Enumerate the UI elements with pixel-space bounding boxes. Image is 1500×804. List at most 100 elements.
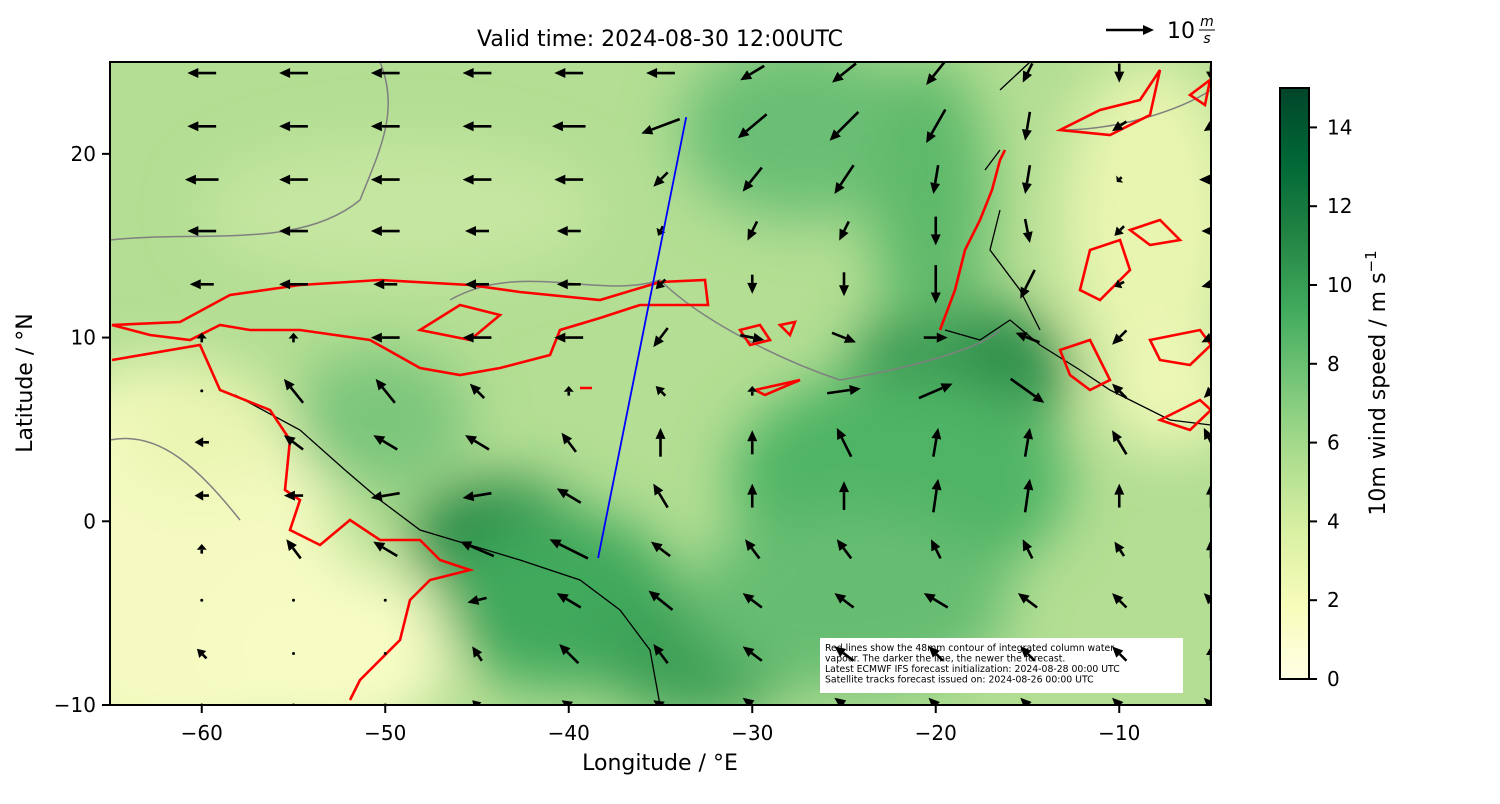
wind-arrow bbox=[923, 332, 948, 343]
arrow-shaft bbox=[1118, 653, 1128, 662]
wind-arrow bbox=[641, 117, 681, 135]
colorbar-tick-label: 8 bbox=[1327, 352, 1340, 376]
arrow-head bbox=[829, 129, 841, 141]
arrow-shaft bbox=[750, 547, 761, 560]
wind-arrow bbox=[1114, 279, 1125, 289]
wind-arrow bbox=[1022, 539, 1034, 560]
quiver-key-unit-den: s bbox=[1203, 31, 1210, 47]
colorbar-tick-label: 0 bbox=[1327, 667, 1340, 691]
wind-arrow bbox=[1015, 332, 1040, 344]
wind-arrow bbox=[373, 541, 398, 558]
arrow-shaft bbox=[382, 439, 398, 451]
wind-arrow bbox=[196, 648, 208, 660]
arrow-shaft bbox=[831, 331, 847, 340]
arrow-head bbox=[1201, 279, 1211, 289]
annotation-line: Red lines show the 48mm contour of integ… bbox=[825, 643, 1114, 654]
arrow-shaft bbox=[570, 704, 572, 705]
arrow-shaft bbox=[381, 386, 396, 404]
arrow-shaft bbox=[658, 651, 669, 664]
wind-arrow bbox=[831, 331, 856, 343]
wind-arrow bbox=[559, 643, 580, 665]
wind-arrow bbox=[462, 121, 492, 132]
arrow-head bbox=[752, 332, 765, 343]
arrow-shaft bbox=[739, 333, 754, 340]
arrow-shaft bbox=[651, 117, 681, 131]
wind-arrow bbox=[1112, 329, 1128, 345]
arrow-head bbox=[283, 378, 295, 391]
wind-arrow bbox=[931, 427, 942, 457]
arrow-shaft bbox=[930, 108, 947, 135]
arrow-head bbox=[194, 490, 204, 501]
x-tick-label: −50 bbox=[364, 721, 406, 745]
wind-arrow bbox=[1116, 175, 1124, 183]
wind-arrow bbox=[292, 703, 295, 705]
x-tick-label: −40 bbox=[548, 721, 590, 745]
arrow-shaft bbox=[842, 220, 850, 232]
arrow-head bbox=[930, 182, 941, 194]
wind-arrow bbox=[1112, 430, 1128, 455]
arrow-head bbox=[928, 697, 940, 705]
wind-arrow bbox=[187, 226, 217, 237]
wind-arrow bbox=[279, 68, 308, 79]
wind-arrow bbox=[653, 483, 669, 509]
arrow-shaft bbox=[936, 704, 938, 705]
wind-arrow bbox=[551, 121, 586, 132]
arrow-shaft bbox=[839, 164, 855, 186]
arrow-head bbox=[283, 490, 295, 501]
arrow-head bbox=[189, 279, 201, 290]
arrow-shaft bbox=[658, 547, 671, 558]
arrow-head bbox=[1032, 392, 1045, 403]
wind-arrow bbox=[653, 171, 669, 187]
wind-arrow bbox=[1023, 478, 1034, 513]
arrow-head bbox=[646, 68, 658, 79]
arrow-head bbox=[561, 432, 573, 445]
arrow-head bbox=[742, 697, 755, 705]
wind-arrow bbox=[1201, 332, 1211, 343]
quiver-key-unit-num: m bbox=[1200, 14, 1214, 30]
arrow-head bbox=[653, 643, 664, 656]
wind-arrow bbox=[742, 166, 763, 192]
x-axis-label: Longitude / °E bbox=[582, 751, 738, 776]
colorbar-tick-label: 14 bbox=[1327, 115, 1352, 139]
wind-arrow bbox=[549, 539, 589, 560]
arrow-shaft bbox=[918, 386, 943, 400]
arrow-shaft bbox=[1116, 439, 1128, 455]
arrow-shaft bbox=[750, 598, 763, 609]
wind-arrow bbox=[373, 279, 398, 290]
wind-arrow bbox=[370, 121, 400, 132]
arrow-head bbox=[184, 174, 196, 185]
arrow-head bbox=[561, 700, 573, 705]
wind-arrow bbox=[1203, 386, 1211, 399]
wind-arrow bbox=[187, 68, 217, 79]
coastline-gray bbox=[110, 62, 1211, 521]
wind-arrow bbox=[650, 541, 671, 558]
arrow-head bbox=[472, 700, 482, 705]
annotation-line: vapour. The darker the line, the newer t… bbox=[825, 654, 1065, 665]
wind-arrow bbox=[747, 274, 758, 294]
arrow-head bbox=[1206, 71, 1211, 81]
wind-arrow bbox=[465, 435, 490, 451]
arrow-dot bbox=[200, 703, 204, 705]
arrow-head bbox=[563, 386, 574, 392]
arrow-head bbox=[286, 539, 297, 552]
arrow-shaft bbox=[842, 651, 855, 662]
arrow-head bbox=[462, 174, 474, 185]
wind-arrow bbox=[465, 226, 489, 237]
wind-arrow bbox=[839, 272, 849, 297]
wind-arrow bbox=[1203, 121, 1211, 132]
arrow-shaft bbox=[565, 492, 582, 504]
arrow-head bbox=[931, 478, 942, 491]
arrow-head bbox=[834, 697, 847, 705]
arrow-head bbox=[283, 435, 296, 446]
wind-arrow bbox=[286, 539, 302, 560]
arrow-head bbox=[839, 285, 849, 297]
arrow-shaft bbox=[1025, 335, 1040, 344]
arrow-shaft bbox=[291, 547, 302, 560]
wind-arrow bbox=[187, 121, 217, 132]
arrow-head bbox=[462, 491, 475, 502]
wind-arrow bbox=[747, 386, 758, 396]
wind-arrow bbox=[1206, 483, 1211, 508]
arrow-head bbox=[288, 332, 299, 339]
arrow-head bbox=[373, 435, 386, 446]
arrow-head bbox=[465, 435, 478, 446]
